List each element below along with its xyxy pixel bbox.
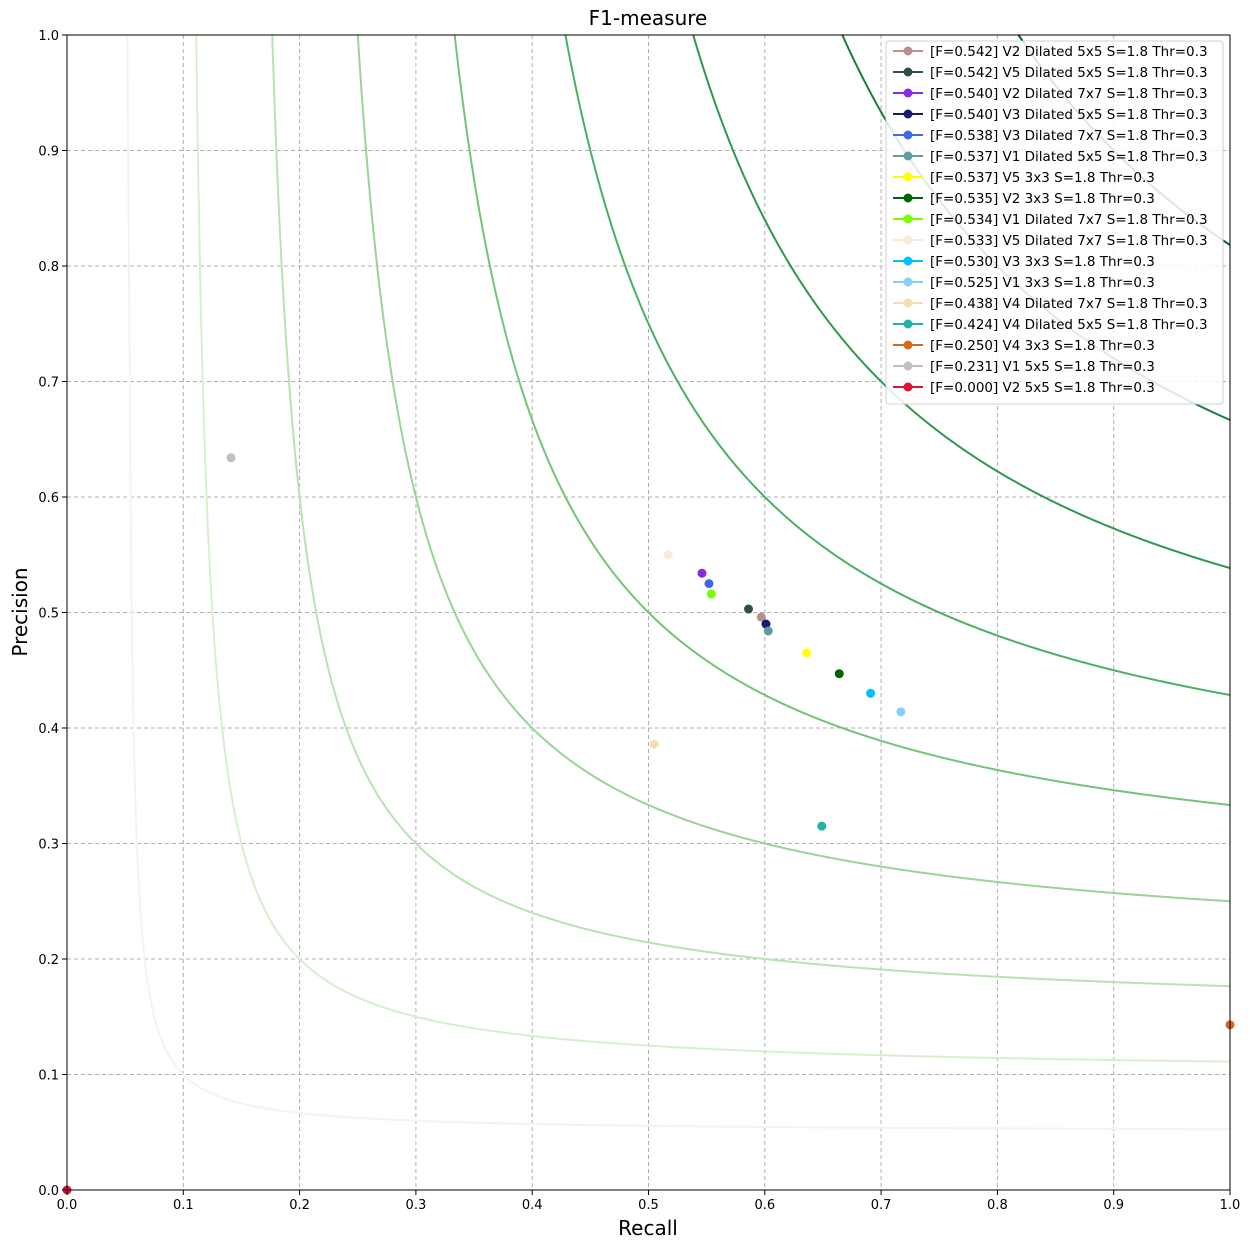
y-tick-label: 0.0: [38, 1184, 59, 1199]
x-tick-label: 0.6: [754, 1198, 775, 1213]
legend-label: [F=0.537] V5 3x3 S=1.8 Thr=0.3: [930, 170, 1155, 186]
legend-marker: [903, 340, 913, 350]
data-point: [226, 453, 236, 463]
data-point: [706, 589, 716, 599]
legend-marker: [903, 193, 913, 203]
legend-marker: [903, 235, 913, 245]
chart-title: F1-measure: [589, 6, 708, 30]
legend-marker: [903, 319, 913, 329]
data-point: [663, 550, 673, 560]
legend-label: [F=0.231] V1 5x5 S=1.8 Thr=0.3: [930, 359, 1155, 375]
y-tick-label: 0.4: [38, 722, 59, 737]
x-tick-label: 0.1: [173, 1198, 194, 1213]
legend-marker: [903, 46, 913, 56]
iso-f1-curve: [356, 35, 1230, 903]
legend-label: [F=0.540] V2 Dilated 7x7 S=1.8 Thr=0.3: [930, 86, 1208, 102]
legend-marker: [903, 151, 913, 161]
legend-marker: [903, 277, 913, 287]
x-tick-label: 1.0: [1220, 1198, 1241, 1213]
data-point: [744, 604, 754, 614]
legend-marker: [903, 172, 913, 182]
iso-f1-curve: [453, 35, 1230, 806]
y-tick-label: 1.0: [38, 29, 59, 44]
legend-label: [F=0.525] V1 3x3 S=1.8 Thr=0.3: [930, 275, 1155, 291]
x-tick-label: 0.3: [406, 1198, 427, 1213]
legend-box: [885, 40, 1224, 405]
y-tick-label: 0.6: [38, 491, 59, 506]
x-tick-label: 0.4: [522, 1198, 543, 1213]
y-tick-label: 0.8: [38, 260, 59, 275]
iso-f1-curve: [564, 35, 1230, 696]
x-tick-label: 0.9: [1103, 1198, 1124, 1213]
x-tick-label: 0.0: [57, 1198, 78, 1213]
legend-marker: [903, 382, 913, 392]
legend-label: [F=0.533] V5 Dilated 7x7 S=1.8 Thr=0.3: [930, 233, 1208, 249]
y-tick-label: 0.9: [38, 145, 59, 160]
data-points: [62, 453, 1235, 1195]
y-tick-label: 0.2: [38, 953, 59, 968]
legend-label: [F=0.530] V3 3x3 S=1.8 Thr=0.3: [930, 254, 1155, 270]
x-tick-label: 0.2: [289, 1198, 310, 1213]
y-tick-label: 0.3: [38, 838, 59, 853]
y-axis-label: Precision: [8, 567, 32, 656]
x-axis-label: Recall: [618, 1216, 678, 1240]
data-point: [834, 669, 844, 679]
data-point: [756, 612, 766, 622]
legend-marker: [903, 298, 913, 308]
y-tick-label: 0.1: [38, 1069, 59, 1084]
data-point: [896, 707, 906, 717]
legend-label: [F=0.534] V1 Dilated 7x7 S=1.8 Thr=0.3: [930, 212, 1208, 228]
data-point: [649, 739, 659, 749]
data-point: [802, 648, 812, 658]
data-point: [761, 619, 771, 629]
legend-label: [F=0.542] V5 Dilated 5x5 S=1.8 Thr=0.3: [930, 65, 1208, 81]
legend-label: [F=0.000] V2 5x5 S=1.8 Thr=0.3: [930, 380, 1155, 396]
data-point: [763, 626, 773, 636]
data-point: [704, 579, 714, 589]
x-tick-label: 0.5: [638, 1198, 659, 1213]
legend-label: [F=0.250] V4 3x3 S=1.8 Thr=0.3: [930, 338, 1155, 354]
legend-marker: [903, 109, 913, 119]
data-point: [866, 688, 876, 698]
iso-f1-curve: [692, 35, 1230, 570]
iso-f1-curves: [126, 35, 1230, 1131]
legend-label: [F=0.540] V3 Dilated 5x5 S=1.8 Thr=0.3: [930, 107, 1208, 123]
x-tick-label: 0.7: [871, 1198, 892, 1213]
iso-f1-curve: [195, 35, 1230, 1063]
legend-label: [F=0.438] V4 Dilated 7x7 S=1.8 Thr=0.3: [930, 296, 1208, 312]
legend-label: [F=0.424] V4 Dilated 5x5 S=1.8 Thr=0.3: [930, 317, 1208, 333]
legend-marker: [903, 256, 913, 266]
data-point: [817, 821, 827, 831]
legend-label: [F=0.542] V2 Dilated 5x5 S=1.8 Thr=0.3: [930, 44, 1208, 60]
legend-marker: [903, 67, 913, 77]
y-tick-label: 0.5: [38, 607, 59, 622]
legend-marker: [903, 88, 913, 98]
axis-ticks: 0.0 0.1 0.2 0.3 0.4 0.5 0.6 0.7 0.8 0.9 1.0 0.0 0.1 0…: [38, 29, 1240, 1213]
data-point: [697, 568, 707, 578]
x-tick-label: 0.8: [987, 1198, 1008, 1213]
legend-marker: [903, 214, 913, 224]
legend-label: [F=0.538] V3 Dilated 7x7 S=1.8 Thr=0.3: [930, 128, 1208, 144]
legend-marker: [903, 130, 913, 140]
legend-label: [F=0.537] V1 Dilated 5x5 S=1.8 Thr=0.3: [930, 149, 1208, 165]
iso-f1-curve: [271, 35, 1230, 988]
y-tick-label: 0.7: [38, 376, 59, 391]
legend: [F=0.542] V2 Dilated 5x5 S=1.8 Thr=0.3 [F…: [885, 40, 1224, 405]
iso-f1-curve: [126, 35, 1230, 1131]
legend-label: [F=0.535] V2 3x3 S=1.8 Thr=0.3: [930, 191, 1155, 207]
legend-marker: [903, 361, 913, 371]
